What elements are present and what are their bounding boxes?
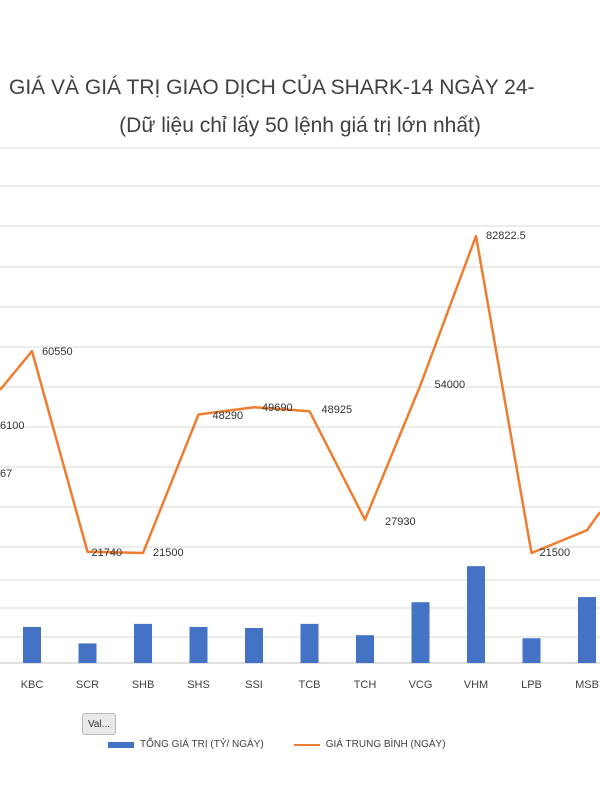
x-tick-label: KBC xyxy=(21,679,44,691)
legend-bar-label: TỔNG GIÁ TRỊ (TỶ/ NGÀY) xyxy=(140,739,264,750)
x-tick-label: MSB xyxy=(575,679,599,691)
chart-subtitle: (Dữ liệu chỉ lấy 50 lệnh giá trị lớn nhấ… xyxy=(119,114,481,137)
value-filter-button[interactable]: Val... xyxy=(82,713,116,735)
bar-tcb xyxy=(300,623,319,663)
bar-vcg xyxy=(411,602,430,663)
legend: TỔNG GIÁ TRỊ (TỶ/ NGÀY) GIÁ TRUNG BÌNH (… xyxy=(108,739,446,750)
data-label: 82822.5 xyxy=(486,230,526,242)
x-tick-label: SCR xyxy=(76,679,99,691)
legend-line-label: GIÁ TRUNG BÌNH (NGÀY) xyxy=(325,739,446,750)
price-line xyxy=(0,234,600,555)
bar-scr xyxy=(78,643,97,663)
data-label: 54000 xyxy=(435,379,466,391)
bar-vhm xyxy=(467,566,485,663)
data-label: 21500 xyxy=(540,547,571,559)
legend-bar-swatch xyxy=(108,741,134,748)
data-label: 6100 xyxy=(0,420,24,432)
data-label: 60550 xyxy=(42,346,73,358)
data-label: 48290 xyxy=(213,410,244,422)
legend-line-swatch xyxy=(293,743,320,746)
bar-msb xyxy=(578,597,596,663)
bar-tch xyxy=(356,635,374,663)
data-label: 48925 xyxy=(322,404,353,416)
data-label: 49690 xyxy=(262,402,293,414)
bar-kbc xyxy=(23,626,41,663)
x-tick-label: VHM xyxy=(464,679,488,691)
data-label: 21500 xyxy=(153,547,184,559)
x-tick-label: SHB xyxy=(132,679,155,691)
x-tick-label: TCH xyxy=(354,679,377,691)
bar-ssi xyxy=(245,627,263,663)
bar-lpb xyxy=(522,638,541,663)
x-tick-label: VCG xyxy=(409,679,433,691)
x-tick-label: SSI xyxy=(245,679,263,691)
x-tick-label: SHS xyxy=(187,679,210,691)
bar-shs xyxy=(189,626,208,663)
data-label: 27930 xyxy=(385,516,416,528)
data-label: 67 xyxy=(0,468,12,480)
bar-shb xyxy=(134,623,152,663)
x-tick-label: TCB xyxy=(299,679,321,691)
data-label: 21740 xyxy=(92,547,123,559)
chart-title: GIÁ VÀ GIÁ TRỊ GIAO DỊCH CỦA SHARK-14 NG… xyxy=(9,76,535,99)
x-tick-label: LPB xyxy=(521,679,542,691)
